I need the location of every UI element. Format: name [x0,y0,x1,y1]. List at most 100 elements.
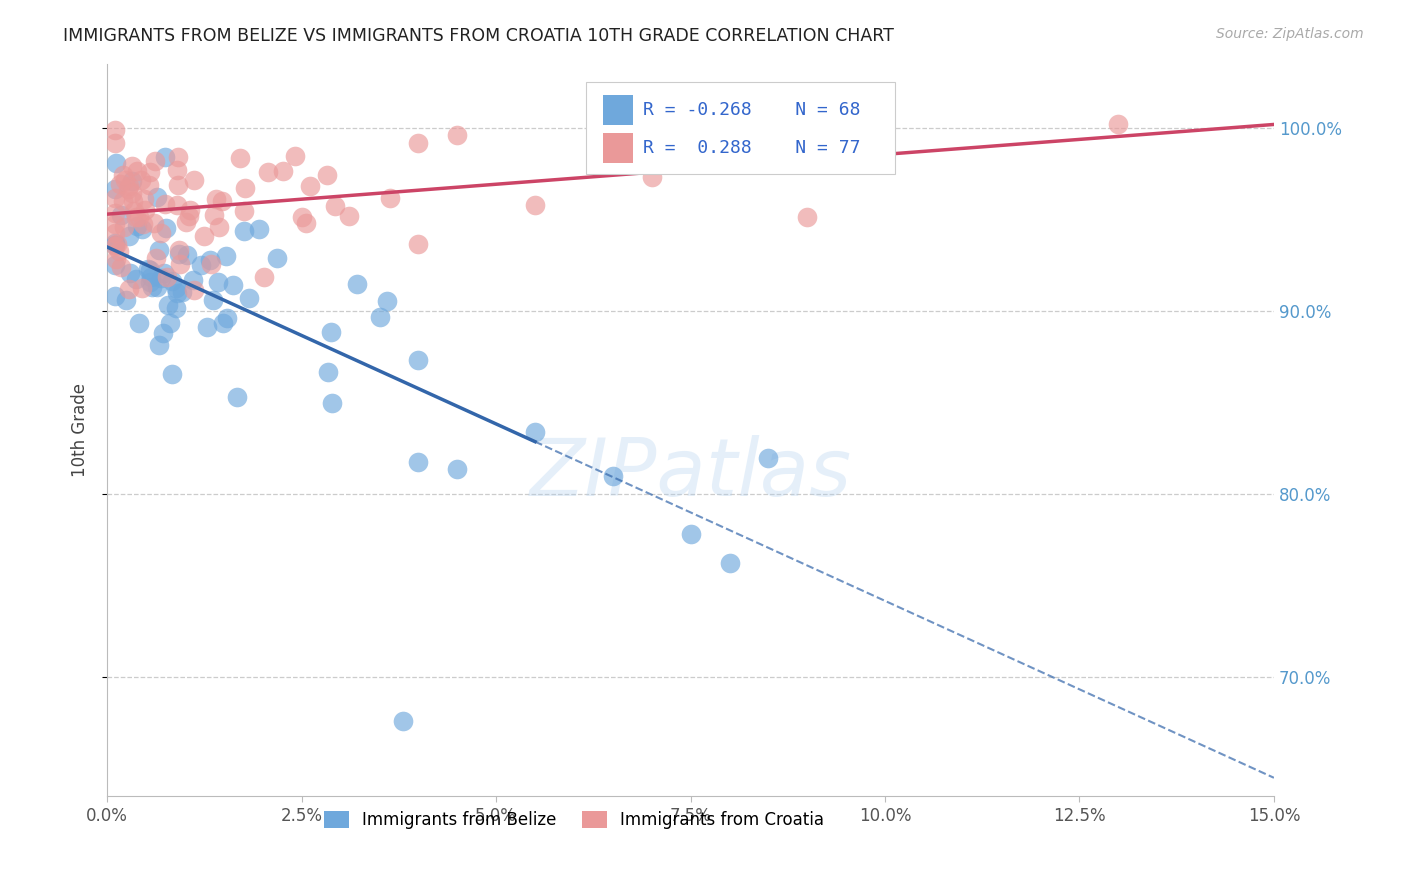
Point [132,217,155,231]
Point [121,186,143,200]
Point [115,293,138,307]
Point [150,226,173,240]
Point [166,163,188,178]
Point [131,281,153,295]
Point [207,275,229,289]
Point [183,283,205,297]
Text: IMMIGRANTS FROM BELIZE VS IMMIGRANTS FROM CROATIA 10TH GRADE CORRELATION CHART: IMMIGRANTS FROM BELIZE VS IMMIGRANTS FRO… [63,27,894,45]
Point [211,316,233,330]
Point [153,150,176,164]
Point [110,209,132,223]
Text: R = -0.268    N = 68: R = -0.268 N = 68 [643,101,860,119]
Point [166,150,188,164]
Point [111,168,134,182]
Point [112,220,135,235]
Point [131,221,153,235]
Point [167,244,190,258]
Point [796,210,818,224]
Point [159,316,181,330]
Point [166,281,188,295]
FancyBboxPatch shape [586,82,894,174]
Point [104,123,127,137]
Point [148,337,170,351]
Point [195,320,218,334]
Point [316,168,339,182]
Point [524,425,547,440]
Point [118,178,141,193]
FancyBboxPatch shape [603,133,634,163]
Point [105,252,128,267]
Point [118,228,141,243]
Point [104,182,127,196]
Point [104,258,127,272]
Point [104,206,127,220]
Point [208,219,231,234]
Point [165,301,187,315]
Text: R =  0.288    N = 77: R = 0.288 N = 77 [643,139,860,157]
Point [299,179,322,194]
Point [150,271,173,285]
Y-axis label: 10th Grade: 10th Grade [72,383,89,477]
Point [177,209,200,223]
Point [122,204,145,219]
Point [408,352,430,367]
Point [121,194,143,209]
Point [155,221,177,235]
Point [169,247,191,261]
Point [408,236,430,251]
Point [148,244,170,258]
Point [183,173,205,187]
Point [200,257,222,271]
Point [139,262,162,277]
Point [104,238,127,252]
Point [679,527,702,541]
Point [104,239,127,253]
Point [215,250,238,264]
Point [346,277,368,291]
Point [174,215,197,229]
Point [118,266,141,280]
Point [104,217,127,231]
Point [166,198,188,212]
Point [125,164,148,178]
FancyBboxPatch shape [603,95,634,126]
Point [118,282,141,296]
Point [211,194,233,208]
Point [641,169,664,184]
Point [139,164,162,178]
Text: ZIPatlas: ZIPatlas [530,435,852,513]
Point [233,203,256,218]
Point [139,269,162,284]
Point [718,557,741,571]
Point [136,262,159,277]
Point [321,396,343,410]
Point [128,316,150,330]
Point [222,278,245,293]
Point [181,273,204,287]
Point [160,275,183,289]
Point [193,229,215,244]
Point [121,160,143,174]
Point [392,714,415,728]
Point [253,269,276,284]
Point [169,257,191,271]
Point [141,280,163,294]
Point [202,293,225,308]
Point [125,211,148,225]
Point [139,275,162,289]
Point [128,210,150,224]
Point [156,298,179,312]
Point [108,178,131,192]
Point [247,222,270,236]
Point [152,326,174,340]
Point [602,469,624,483]
Point [446,462,468,476]
Point [160,367,183,381]
Point [408,136,430,150]
Point [125,272,148,286]
Point [238,292,260,306]
Point [166,286,188,301]
Point [117,182,139,196]
Point [166,178,188,192]
Point [200,253,222,268]
